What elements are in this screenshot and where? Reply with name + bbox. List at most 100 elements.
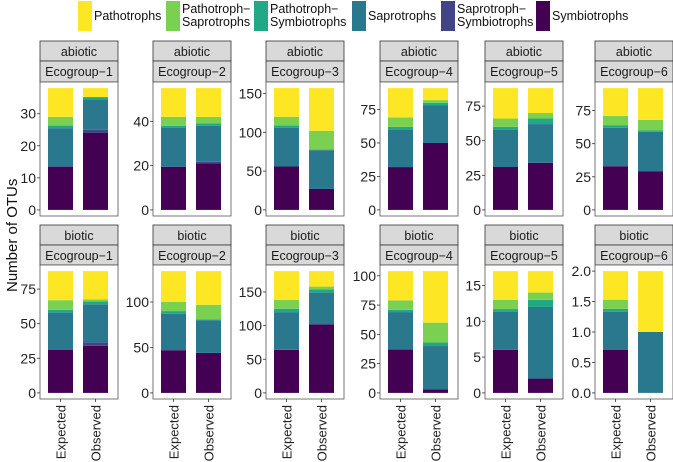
bar-segment-observed-pathotroph-saprotrophs xyxy=(196,304,221,320)
legend-item-saprotroph-symbiotrophs: Saprotroph− Symbiotrophs xyxy=(441,0,533,32)
bar-segment-expected-saprotrophs xyxy=(603,127,628,167)
bar-segment-expected-pathotrophs xyxy=(274,88,299,117)
x-tick-label: Expected xyxy=(54,405,69,459)
y-tick-label: 0 xyxy=(583,202,591,218)
legend-swatch xyxy=(78,1,92,31)
bar-segment-observed-symbiotrophs xyxy=(638,171,663,210)
y-tick-label: 50 xyxy=(246,351,262,367)
y-tick-label: 25 xyxy=(465,167,481,183)
strip-label-condition: abiotic xyxy=(287,45,323,59)
bar-segment-observed-pathotrophs xyxy=(309,88,334,131)
strip-label-ecogroup: Ecogroup−3 xyxy=(271,65,339,79)
y-tick-label: 75 xyxy=(465,98,481,114)
y-tick-label: 75 xyxy=(360,297,376,313)
bar-segment-observed-symbiotrophs xyxy=(196,352,221,393)
bar-segment-expected-symbiotrophs xyxy=(493,349,518,393)
bar-segment-expected-pathotrophs xyxy=(161,271,186,302)
bar-segment-expected-saprotrophs xyxy=(493,129,518,167)
bar-segment-observed-saprotroph-symbiotrophs xyxy=(83,342,108,346)
bar-segment-observed-pathotrophs xyxy=(638,88,663,120)
bar-segment-expected-pathotrophs xyxy=(493,271,518,300)
bar-segment-expected-symbiotrophs xyxy=(48,349,73,393)
y-tick-label: 0 xyxy=(473,385,481,401)
bar-segment-expected-pathotroph-symbiotrophs xyxy=(274,308,299,313)
bar-segment-expected-saprotrophs xyxy=(388,312,413,350)
y-tick-label: 10 xyxy=(20,170,36,186)
bar-segment-observed-pathotroph-saprotrophs xyxy=(83,299,108,302)
y-tick-label: 50 xyxy=(465,133,481,149)
y-tick-label: 10 xyxy=(465,313,481,329)
y-tick-label: 1.0 xyxy=(572,324,592,340)
bar-segment-observed-pathotrophs xyxy=(423,271,448,323)
y-tick-label: 50 xyxy=(360,326,376,342)
y-tick-label: 100 xyxy=(239,124,263,140)
x-tick-label: Expected xyxy=(280,405,295,459)
legend-item-symbiotrophs: Symbiotrophs xyxy=(536,0,628,32)
bar-segment-observed-pathotroph-saprotrophs xyxy=(528,292,553,300)
bar-segment-observed-saprotrophs xyxy=(309,292,334,325)
bar-segment-observed-pathotroph-symbiotrophs xyxy=(196,123,221,126)
bar-segment-expected-pathotroph-symbiotrophs xyxy=(493,126,518,130)
strip-label-ecogroup: Ecogroup−4 xyxy=(385,249,453,263)
bar-segment-observed-pathotrophs xyxy=(83,271,108,300)
x-tick-label: Observed xyxy=(89,405,104,461)
bar-segment-observed-pathotrophs xyxy=(196,88,221,117)
bar-segment-observed-symbiotrophs xyxy=(423,389,448,393)
bar-segment-expected-pathotroph-saprotrophs xyxy=(274,116,299,126)
legend-item-saprotrophs: Saprotrophs xyxy=(352,0,436,32)
legend-label: Pathotroph− Saprotrophs xyxy=(182,2,251,29)
bar-segment-observed-pathotroph-symbiotrophs xyxy=(638,130,663,132)
x-tick-label: Expected xyxy=(394,405,409,459)
bar-segment-expected-saprotrophs xyxy=(161,313,186,351)
strip-label-ecogroup: Ecogroup−1 xyxy=(45,65,113,79)
y-tick-label: 150 xyxy=(239,86,263,102)
bar-segment-expected-pathotrophs xyxy=(603,271,628,300)
y-tick-label: 0 xyxy=(28,202,36,218)
y-tick-label: 75 xyxy=(360,102,376,118)
bar-segment-expected-pathotrophs xyxy=(48,271,73,301)
bar-segment-observed-pathotroph-saprotrophs xyxy=(196,116,221,124)
bar-segment-observed-symbiotrophs xyxy=(423,142,448,210)
legend-label: Symbiotrophs xyxy=(552,8,629,23)
y-tick-label: 75 xyxy=(20,281,36,297)
bar-segment-expected-pathotrophs xyxy=(274,271,299,301)
bar-segment-observed-symbiotrophs xyxy=(309,324,334,393)
y-tick-label: 75 xyxy=(575,103,591,119)
bar-segment-observed-pathotroph-symbiotrophs xyxy=(528,299,553,307)
y-tick-label: 100 xyxy=(353,268,377,284)
bar-segment-observed-pathotroph-saprotrophs xyxy=(309,286,334,290)
bar-segment-expected-pathotroph-saprotrophs xyxy=(48,300,73,310)
x-tick-label: Expected xyxy=(609,405,624,459)
bar-segment-expected-pathotroph-symbiotrophs xyxy=(48,125,73,129)
bar-segment-expected-symbiotrophs xyxy=(274,349,299,393)
strip-label-condition: biotic xyxy=(404,229,433,243)
y-tick-label: 50 xyxy=(360,135,376,151)
strip-label-ecogroup: Ecogroup−2 xyxy=(158,65,226,79)
bar-segment-observed-pathotroph-saprotrophs xyxy=(309,130,334,150)
y-tick-label: 0 xyxy=(368,385,376,401)
bar-segment-observed-saprotrophs xyxy=(196,125,221,162)
legend-swatch xyxy=(166,1,180,31)
strip-label-ecogroup: Ecogroup−5 xyxy=(490,65,558,79)
y-tick-label: 1.5 xyxy=(572,294,592,310)
bar-segment-expected-symbiotrophs xyxy=(493,166,518,210)
strip-label-condition: biotic xyxy=(619,229,648,243)
legend-label: Pathotrophs xyxy=(94,8,162,23)
bar-segment-observed-pathotroph-saprotrophs xyxy=(528,113,553,119)
bar-segment-expected-pathotroph-saprotrophs xyxy=(493,299,518,310)
bar-segment-observed-pathotroph-saprotrophs xyxy=(423,100,448,103)
bar-segment-observed-pathotrophs xyxy=(528,271,553,293)
y-tick-label: 25 xyxy=(575,169,591,185)
bar-segment-observed-symbiotrophs xyxy=(309,188,334,210)
y-tick-label: 25 xyxy=(360,356,376,372)
y-tick-label: 5 xyxy=(473,349,481,365)
bar-segment-expected-symbiotrophs xyxy=(161,166,186,210)
x-tick-label: Observed xyxy=(202,405,217,461)
bar-segment-observed-pathotroph-saprotrophs xyxy=(638,119,663,131)
bar-segment-expected-saprotrophs xyxy=(603,311,628,350)
bar-segment-observed-pathotroph-symbiotrophs xyxy=(83,301,108,305)
bar-segment-observed-pathotrophs xyxy=(196,271,221,305)
bar-segment-observed-saprotrophs xyxy=(196,320,221,353)
bar-segment-expected-saprotrophs xyxy=(48,312,73,350)
